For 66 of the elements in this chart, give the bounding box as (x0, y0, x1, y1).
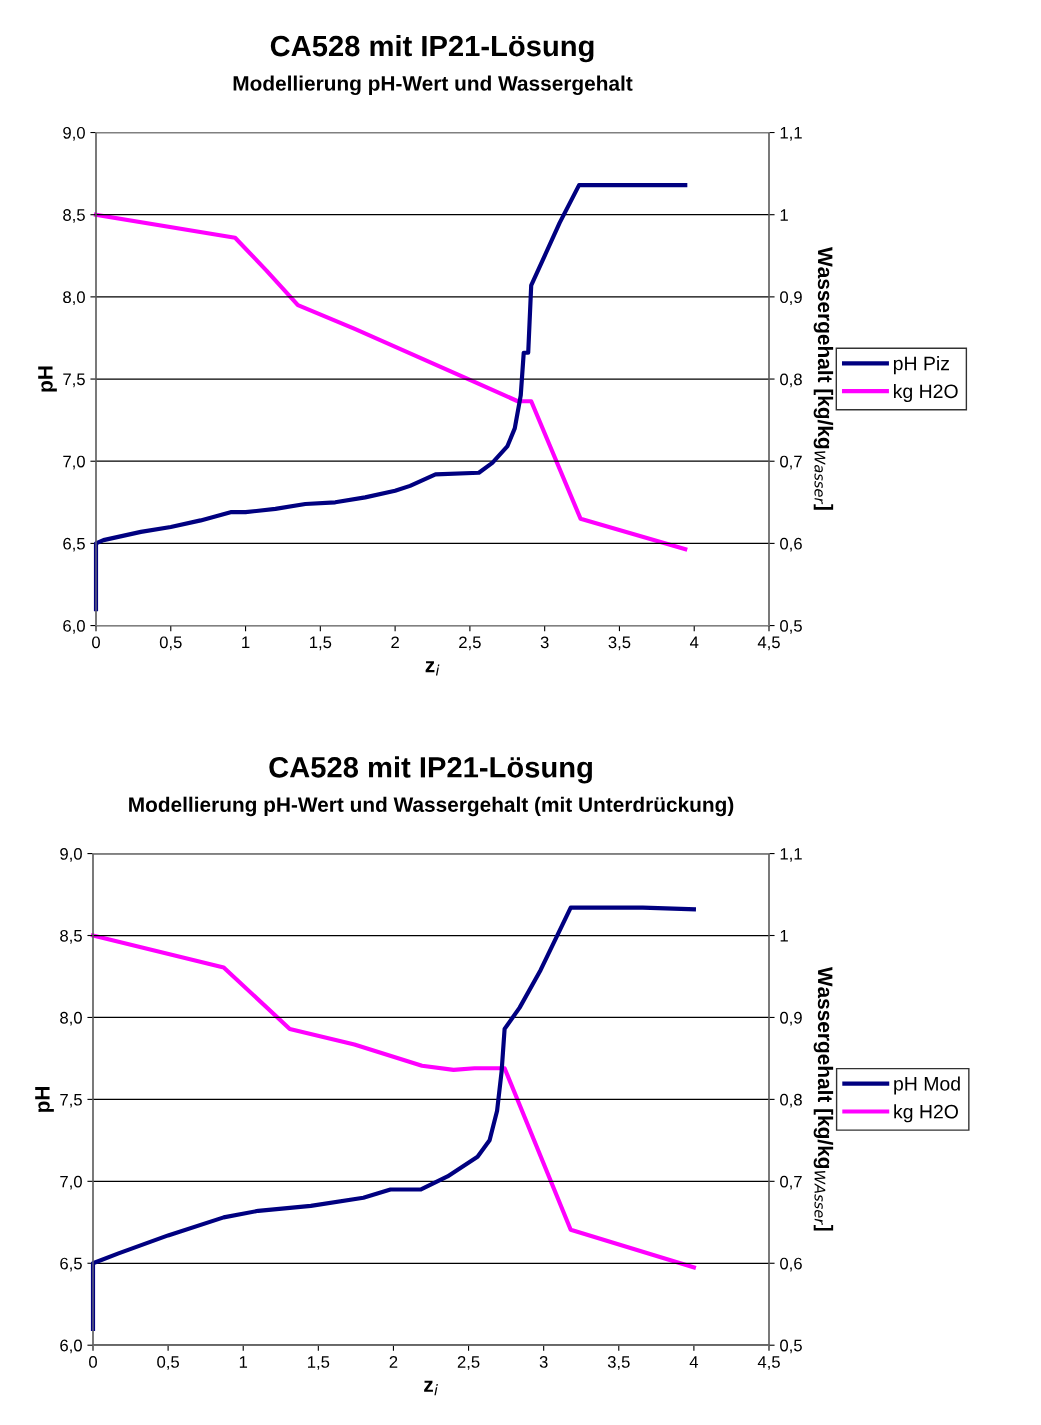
y2-tick-label: 0,9 (780, 1011, 802, 1026)
chart-title: CA528 mit IP21-Lösung (270, 34, 594, 63)
x-tick-label: 2 (391, 636, 399, 649)
x-tick-label: 4 (689, 636, 699, 649)
x-tick-label: 1 (239, 1356, 248, 1368)
chart-subtitle: Modellierung pH-Wert und Wassergehalt (233, 75, 633, 96)
y2-tick-label: 0,8 (780, 1093, 802, 1108)
y2-tick-label: 0,5 (780, 619, 802, 634)
y2-tick-label: 0,5 (780, 1339, 802, 1354)
x-tick-label: 2,5 (457, 1356, 480, 1370)
x-tick-label: 2 (389, 1356, 398, 1368)
y-tick-label: 7,0 (63, 455, 85, 470)
line-series (90, 905, 696, 1331)
y-tick-label: 8,0 (63, 291, 85, 306)
y2-tick-label: 0,6 (780, 537, 802, 552)
legend-label: pH Mod (894, 1076, 960, 1095)
x-tick-label: 3,5 (608, 636, 631, 651)
y2-tick-label: 1 (780, 930, 788, 942)
x-axis-title: z$_{i}$ (424, 1380, 438, 1396)
y2-tick-label: 1,1 (780, 127, 802, 141)
x-tick-label: 3 (539, 1356, 548, 1368)
y-tick-label: 7,5 (63, 373, 85, 388)
x-axis-title: z$_{i}$ (425, 661, 440, 676)
line-series (90, 933, 696, 1270)
y-tick-label: 6,0 (63, 619, 85, 634)
y-tick-label: 8,0 (60, 1011, 82, 1026)
x-tick-label: 0 (89, 1356, 97, 1368)
y2-tick-label: 0,7 (780, 1175, 802, 1190)
x-tick-label: 1 (242, 636, 250, 649)
y2-tick-label: 0,6 (780, 1257, 802, 1272)
x-tick-label: 3,5 (607, 1356, 630, 1370)
legend-label: pH Piz (893, 356, 949, 375)
y2-axis-title: Wassergehalt [kg/kg$_{Wasser}$] (813, 247, 834, 510)
chart-title: CA528 mit IP21-Lösung (269, 756, 592, 784)
y2-tick-label: 1,1 (780, 848, 802, 862)
x-tick-label: 4,5 (757, 636, 780, 651)
chart-subtitle: Modellierung pH-Wert und Wassergehalt (mit Unterdrückung) (129, 796, 734, 817)
x-tick-label: 0,5 (157, 1356, 179, 1370)
y-tick-label: 8,5 (60, 929, 82, 944)
y-tick-label: 6,0 (60, 1339, 82, 1354)
line-series (93, 212, 688, 552)
legend-label: kg H2O (894, 383, 958, 403)
line-series (93, 183, 688, 612)
y-tick-label: 9,0 (60, 847, 82, 862)
y2-axis-title: Wassergehalt [kg/kg$_{WAsser}$] (813, 966, 834, 1231)
y-tick-label: 6,5 (63, 537, 85, 552)
x-tick-label: 1,5 (308, 1356, 330, 1370)
y2-tick-label: 0,8 (780, 373, 802, 388)
x-tick-label: 3 (540, 636, 549, 649)
x-tick-label: 0,5 (159, 636, 182, 651)
y2-tick-label: 0,9 (780, 291, 802, 306)
y-tick-label: 7,5 (60, 1093, 82, 1108)
x-tick-label: 0 (92, 636, 100, 649)
y-tick-label: 6,5 (60, 1257, 82, 1272)
x-tick-label: 4 (689, 1356, 699, 1368)
y2-tick-label: 1 (780, 209, 788, 221)
y2-tick-label: 0,7 (780, 455, 802, 470)
legend-label: kg H2O (894, 1104, 958, 1123)
y-tick-label: 9,0 (63, 126, 85, 141)
y-axis-title: pH (38, 366, 57, 392)
y-tick-label: 8,5 (63, 209, 85, 223)
y-axis-title: pH (35, 1086, 54, 1112)
x-tick-label: 4,5 (757, 1356, 780, 1370)
x-tick-label: 2,5 (459, 636, 481, 651)
y-tick-label: 7,0 (60, 1175, 82, 1190)
x-tick-label: 1,5 (310, 636, 332, 651)
